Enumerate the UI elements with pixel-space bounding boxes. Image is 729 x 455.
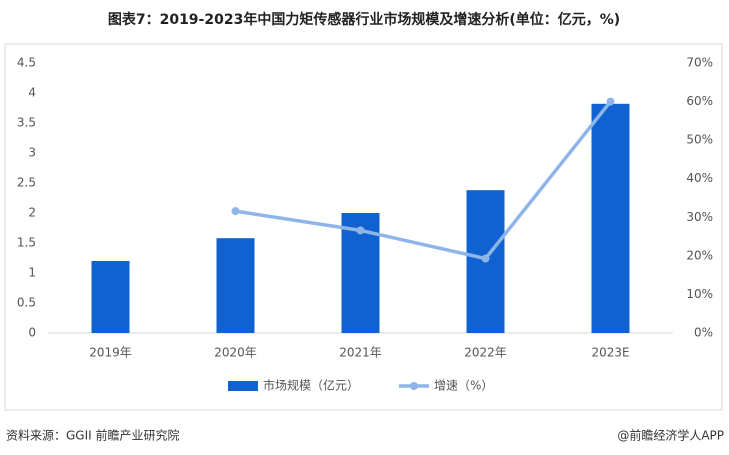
y-tick-label: 1.5 bbox=[17, 236, 36, 250]
y2-tick-label: 30% bbox=[686, 210, 713, 224]
line-point bbox=[481, 254, 490, 263]
legend-swatch bbox=[410, 382, 419, 390]
y-tick-label: 2.5 bbox=[17, 176, 36, 190]
x-tick-label: 2023E bbox=[591, 346, 629, 360]
y-tick-label: 0 bbox=[28, 326, 36, 340]
y-tick-label: 2 bbox=[28, 206, 36, 220]
line-point bbox=[356, 226, 365, 235]
bar bbox=[591, 103, 630, 333]
y-tick-label: 0.5 bbox=[17, 296, 36, 310]
y2-tick-label: 60% bbox=[686, 94, 713, 108]
y2-tick-label: 0% bbox=[694, 326, 713, 340]
bar bbox=[91, 261, 130, 333]
y2-tick-label: 70% bbox=[686, 56, 713, 70]
y-tick-label: 3.5 bbox=[17, 116, 36, 130]
y2-tick-label: 40% bbox=[686, 171, 713, 185]
y-tick-label: 1 bbox=[28, 266, 36, 280]
chart-frame bbox=[4, 43, 723, 411]
chart-title: 图表7：2019-2023年中国力矩传感器行业市场规模及增速分析(单位：亿元，%… bbox=[108, 11, 620, 28]
line bbox=[235, 100, 612, 261]
x-tick-label: 2020年 bbox=[214, 346, 257, 360]
legend-label: 增速（%） bbox=[434, 379, 493, 393]
y-tick-label: 4 bbox=[28, 86, 36, 100]
legend-swatch bbox=[228, 381, 258, 391]
y2-tick-label: 10% bbox=[686, 287, 713, 301]
x-tick-label: 2021年 bbox=[339, 346, 382, 360]
line-point bbox=[231, 207, 240, 216]
line-point bbox=[606, 97, 615, 106]
y-tick-label: 3 bbox=[28, 146, 36, 160]
source: 资料来源：GGII 前瞻产业研究院 bbox=[6, 428, 180, 443]
y2-tick-label: 50% bbox=[686, 133, 713, 147]
y2-tick-label: 20% bbox=[686, 248, 713, 262]
bar bbox=[216, 238, 255, 333]
x-tick-label: 2019年 bbox=[89, 346, 132, 360]
y-tick-label: 4.5 bbox=[17, 56, 36, 70]
x-tick-label: 2022年 bbox=[464, 346, 507, 360]
legend-label: 市场规模（亿元） bbox=[263, 378, 359, 393]
credit: @前瞻经济学人APP bbox=[617, 428, 724, 443]
